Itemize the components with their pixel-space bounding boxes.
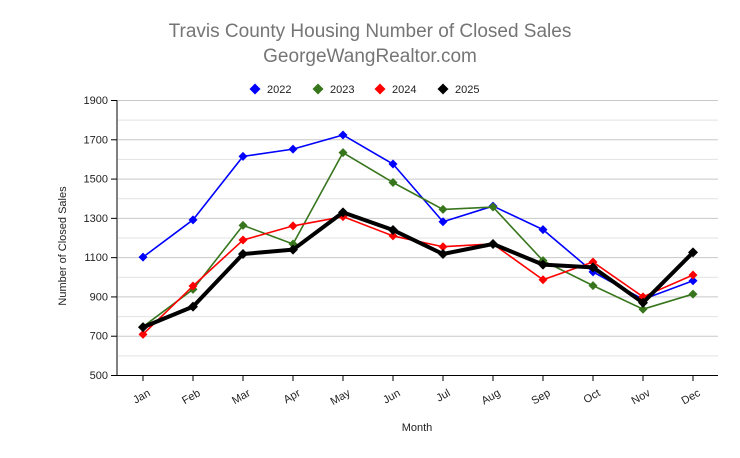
y-tick-label: 500 [90,370,108,382]
data-point [588,257,598,267]
data-point [588,281,598,291]
data-point [138,322,148,333]
data-point [638,304,648,314]
data-point [688,276,698,286]
data-point [338,130,348,140]
data-point [388,225,398,236]
data-point [688,289,698,299]
data-point [288,244,298,255]
series-line [142,210,695,330]
chart-subtitle: GeorgeWangRealtor.com [263,46,477,67]
legend-label: 2024 [392,84,416,96]
x-tick-label: Apr [282,387,303,406]
legend-item-2022: 2022 [249,83,291,96]
data-point [588,262,598,273]
y-tick-label: 1100 [84,252,108,264]
y-tick-label: 1300 [84,213,108,225]
legend-marker [437,83,449,95]
legend-label: 2023 [330,84,354,96]
series-line [142,134,694,301]
data-point [238,151,248,161]
data-point [438,249,448,259]
data-point [388,159,398,169]
legend-label: 2025 [455,84,479,96]
y-tick-label: 1500 [84,174,108,186]
legend-marker [249,83,261,95]
y-tick-label: 700 [90,331,108,343]
data-point [638,297,648,308]
data-point [138,329,148,339]
y-tick-label: 1700 [84,134,108,146]
x-tick-label: Jun [381,387,402,406]
data-point [538,225,548,235]
legend-label: 2022 [267,84,291,96]
y-tick-label: 900 [90,291,108,303]
data-point [238,220,248,230]
x-tick-label: Dec [680,387,703,407]
data-point [388,178,398,187]
data-point [288,221,298,231]
data-point [688,270,698,280]
y-axis-ticks: 500 700 900 1100 1300 1500 1700 1900 [84,95,117,382]
data-point [538,259,548,270]
data-point [438,217,448,227]
x-axis-ticks: Jan Feb Mar Apr May Jun Jul Aug Sep Oct Nov Dec [131,375,703,408]
series-lines [138,130,698,339]
y-tick-label: 1900 [84,95,108,107]
x-tick-label: Oct [582,387,603,406]
data-point [188,281,198,291]
data-point [238,235,248,245]
data-point [438,242,448,252]
series-2023 [138,148,698,332]
data-point [538,275,548,285]
x-tick-label: Jul [434,387,452,404]
x-tick-label: Aug [480,387,503,407]
data-point [488,202,498,212]
legend-item-2024: 2024 [374,83,416,96]
data-point [488,238,498,249]
legend-marker [312,83,324,95]
series-2025 [138,207,698,333]
data-point [138,252,148,262]
legend-marker [374,83,386,95]
legend-item-2025: 2025 [437,83,479,96]
legend: 2022 2023 2024 2025 [249,83,479,96]
data-point [188,301,198,312]
x-tick-label: Mar [230,387,253,407]
chart-title: Travis County Housing Number of Closed S… [169,21,572,42]
x-axis-title: Month [402,422,433,434]
data-point [238,249,248,259]
data-point [188,215,198,225]
data-point [438,204,448,214]
data-point [388,231,398,241]
data-point [688,247,698,258]
x-tick-label: May [329,387,353,408]
legend-item-2023: 2023 [312,83,354,96]
y-axis-title: Number of Closed Sales [57,186,69,306]
data-point [338,207,348,218]
data-point [288,144,298,154]
x-tick-label: Sep [530,387,553,407]
x-tick-label: Feb [180,387,202,407]
gridlines [118,100,718,357]
x-tick-label: Nov [630,387,653,407]
series-line [142,151,694,328]
x-tick-label: Jan [131,387,152,406]
data-point [338,148,348,158]
